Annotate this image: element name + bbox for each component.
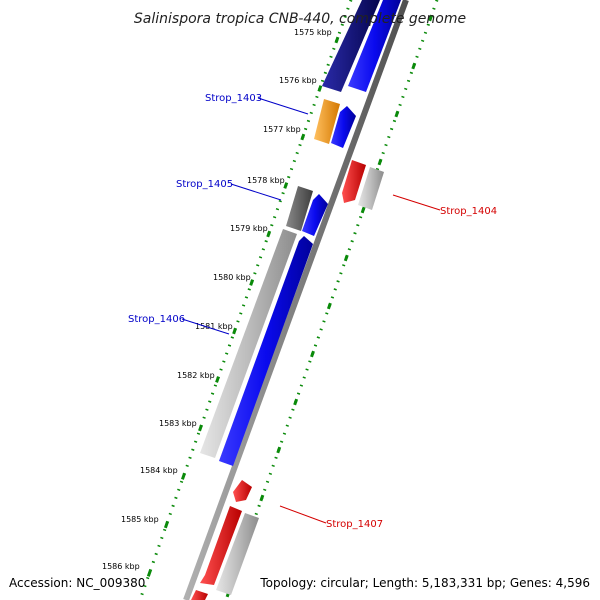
feature-strop-1406-blue [219, 236, 313, 466]
feature-strop-1404-grey [358, 167, 384, 210]
ruler-label-1578: 1578 kbp [247, 176, 285, 185]
feature-blue-top [348, 0, 401, 92]
leader-strop-1403 [257, 97, 309, 115]
feature-strop-1404-red [342, 160, 366, 203]
feature-red-bottom [191, 590, 208, 600]
ruler-label-1580: 1580 kbp [213, 273, 251, 282]
gene-label-strop-1406[interactable]: Strop_1406 [128, 314, 185, 325]
ruler-label-1582: 1582 kbp [177, 371, 215, 380]
ruler-label-1586: 1586 kbp [102, 562, 140, 571]
major-tick [293, 398, 299, 406]
major-tick [377, 158, 383, 166]
major-tick [300, 133, 306, 141]
major-tick [411, 62, 417, 70]
leader-strop-1404 [392, 194, 441, 211]
ruler-label-1585: 1585 kbp [121, 515, 159, 524]
major-tick [146, 570, 152, 577]
major-tick [310, 350, 315, 358]
major-tick [232, 327, 238, 335]
major-tick [266, 230, 272, 238]
leader-strop-1406 [181, 318, 230, 335]
gene-label-strop-1405[interactable]: Strop_1405 [176, 179, 233, 190]
major-tick [394, 110, 400, 118]
gene-label-strop-1403[interactable]: Strop_1403 [205, 93, 262, 104]
major-tick [334, 36, 340, 44]
gene-label-strop-1404[interactable]: Strop_1404 [440, 206, 497, 217]
major-tick [276, 446, 282, 454]
topology-text: Topology: circular; Length: 5,183,331 bp… [259, 576, 590, 590]
ruler-label-1583: 1583 kbp [159, 419, 197, 428]
major-tick [198, 424, 203, 432]
major-tick [360, 206, 366, 214]
feature-strop-1403-blue [331, 106, 356, 148]
major-tick [428, 14, 434, 22]
ruler-label-1579: 1579 kbp [230, 224, 268, 233]
gene-label-strop-1407[interactable]: Strop_1407 [326, 519, 383, 530]
map-title: Salinispora tropica CNB-440, complete ge… [134, 11, 466, 27]
leader-strop-1407 [279, 505, 327, 524]
major-tick [163, 521, 169, 529]
major-tick [317, 85, 323, 92]
feature-strop-1405-blue [302, 194, 328, 236]
major-tick [249, 279, 255, 286]
ruler-label-1584: 1584 kbp [140, 466, 178, 475]
ruler-label-1575: 1575 kbp [294, 28, 332, 37]
major-tick [326, 302, 332, 310]
feature-strop-1407-red-small [233, 480, 252, 502]
feature-strop-1406-grey [200, 229, 297, 458]
feature-strop-1405-darkgrey [286, 186, 313, 231]
ruler-label-1577: 1577 kbp [263, 125, 301, 134]
feature-strop-1403-orange [314, 99, 340, 144]
ruler-label-1581: 1581 kbp [195, 322, 233, 331]
major-tick [283, 182, 289, 189]
ruler-labels: 1575 kbp 1576 kbp 1577 kbp 1578 kbp 1579… [102, 28, 332, 571]
ruler-label-1576: 1576 kbp [279, 76, 317, 85]
major-tick [259, 494, 265, 502]
feature-strop-1407-grey [216, 513, 259, 595]
major-tick [215, 376, 220, 383]
feature-strop-1407-red [200, 506, 242, 585]
major-tick [343, 254, 349, 262]
major-tick [181, 473, 186, 480]
leader-strop-1405 [230, 183, 282, 201]
genome-backbone [183, 0, 409, 600]
feature-navy-top [322, 0, 380, 92]
accession-text: Accession: NC_009380 [9, 576, 145, 590]
